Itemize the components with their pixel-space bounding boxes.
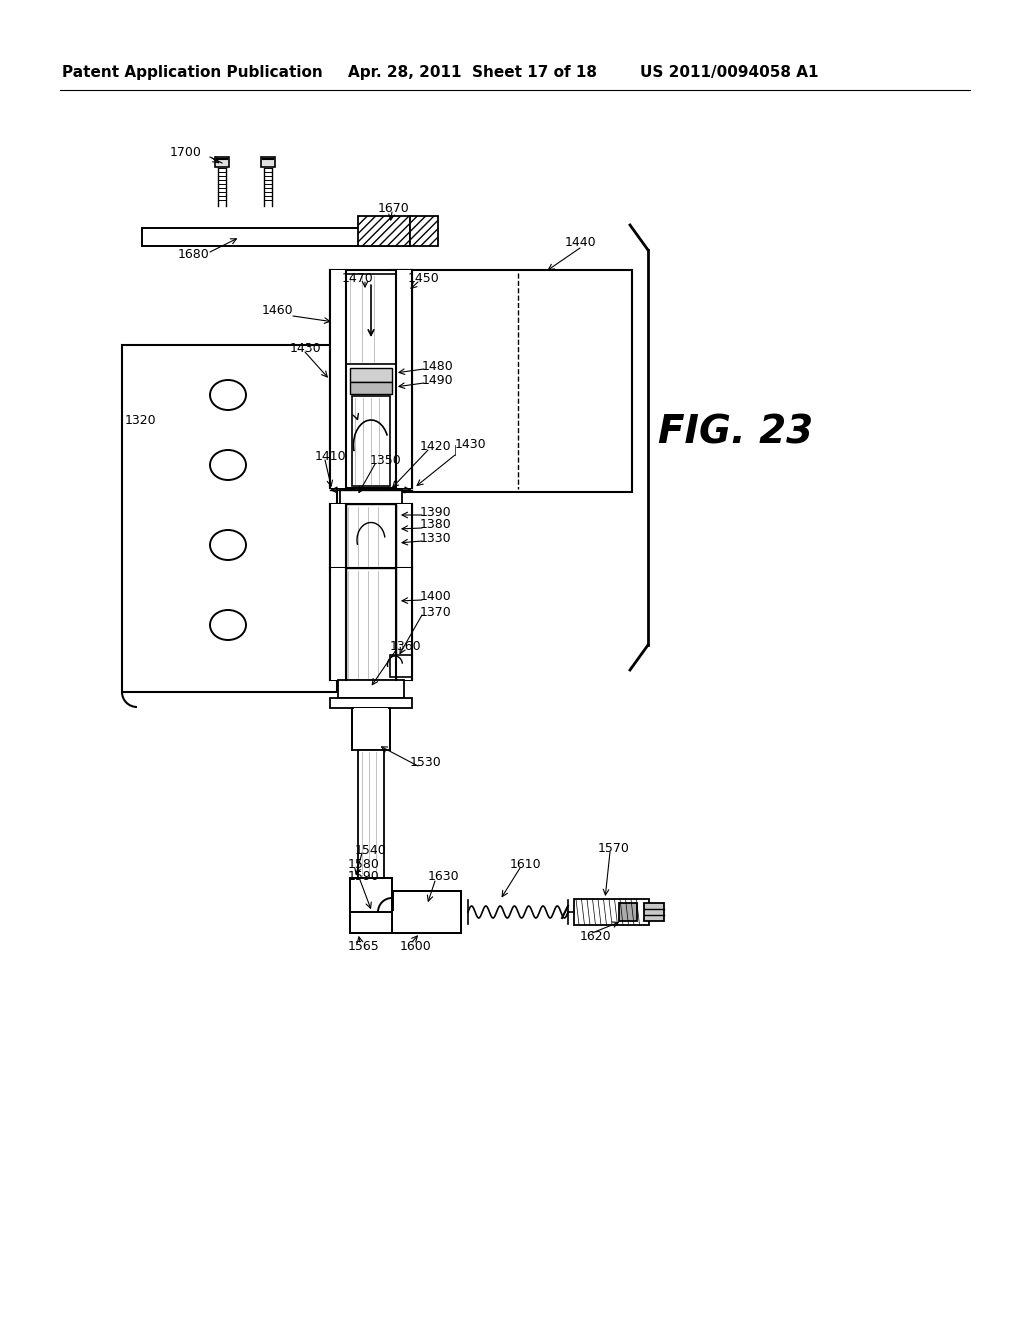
Text: 1590: 1590 xyxy=(348,870,380,883)
Bar xyxy=(350,381,392,393)
Text: 1360: 1360 xyxy=(390,639,422,652)
Text: 1400: 1400 xyxy=(420,590,452,603)
Text: 1440: 1440 xyxy=(565,235,597,248)
Bar xyxy=(338,680,404,698)
Bar xyxy=(330,568,412,680)
Bar xyxy=(396,504,412,568)
Bar xyxy=(393,891,461,933)
Text: 1430: 1430 xyxy=(290,342,322,355)
Text: 1680: 1680 xyxy=(178,248,210,261)
Bar xyxy=(396,568,412,680)
Text: 1390: 1390 xyxy=(420,506,452,519)
Text: 1600: 1600 xyxy=(400,940,432,953)
Bar xyxy=(410,216,438,246)
Text: 1350: 1350 xyxy=(370,454,401,466)
Bar xyxy=(346,568,396,680)
Text: 1480: 1480 xyxy=(422,359,454,372)
Text: 1565: 1565 xyxy=(348,940,380,953)
Text: 1610: 1610 xyxy=(510,858,542,870)
Text: 1570: 1570 xyxy=(598,842,630,854)
Text: 1700: 1700 xyxy=(170,147,202,160)
Bar xyxy=(330,504,346,568)
Bar xyxy=(346,275,396,364)
Bar xyxy=(644,903,664,921)
Bar xyxy=(574,899,649,925)
Bar xyxy=(350,368,392,381)
Bar xyxy=(142,228,410,246)
Bar xyxy=(330,504,412,568)
Bar xyxy=(358,750,384,880)
Bar xyxy=(350,912,392,933)
Text: 1450: 1450 xyxy=(408,272,439,285)
Bar xyxy=(215,157,229,168)
Bar xyxy=(352,396,390,486)
Text: US 2011/0094058 A1: US 2011/0094058 A1 xyxy=(640,65,818,79)
Text: Apr. 28, 2011  Sheet 17 of 18: Apr. 28, 2011 Sheet 17 of 18 xyxy=(348,65,597,79)
Text: 1580: 1580 xyxy=(348,858,380,870)
Bar xyxy=(261,157,275,168)
Text: 1370: 1370 xyxy=(420,606,452,619)
Bar xyxy=(393,911,461,933)
Text: 1490: 1490 xyxy=(422,374,454,387)
Text: 1380: 1380 xyxy=(420,519,452,532)
Text: 1320: 1320 xyxy=(125,413,157,426)
Bar xyxy=(330,568,346,680)
Text: 1620: 1620 xyxy=(580,931,611,944)
Text: 1460: 1460 xyxy=(262,304,294,317)
Text: 1630: 1630 xyxy=(428,870,460,883)
Bar xyxy=(352,708,390,750)
Bar xyxy=(330,271,412,488)
Text: Patent Application Publication: Patent Application Publication xyxy=(62,65,323,79)
Text: 1540: 1540 xyxy=(355,843,387,857)
Text: 1430: 1430 xyxy=(455,438,486,451)
Text: 1530: 1530 xyxy=(410,755,441,768)
Bar xyxy=(390,655,412,677)
Bar xyxy=(340,490,402,504)
Bar xyxy=(390,271,632,492)
Bar xyxy=(358,216,410,246)
Bar xyxy=(330,271,346,488)
Text: 1670: 1670 xyxy=(378,202,410,214)
Bar xyxy=(350,878,392,933)
Bar xyxy=(346,504,396,568)
Bar xyxy=(122,345,337,692)
Text: 1410: 1410 xyxy=(315,450,347,463)
Text: 1470: 1470 xyxy=(342,272,374,285)
Bar xyxy=(396,271,412,488)
Bar xyxy=(618,903,637,921)
Text: FIG. 23: FIG. 23 xyxy=(658,413,813,451)
Bar xyxy=(354,708,388,729)
Text: 1420: 1420 xyxy=(420,441,452,454)
Text: 1330: 1330 xyxy=(420,532,452,544)
Bar xyxy=(330,698,412,708)
